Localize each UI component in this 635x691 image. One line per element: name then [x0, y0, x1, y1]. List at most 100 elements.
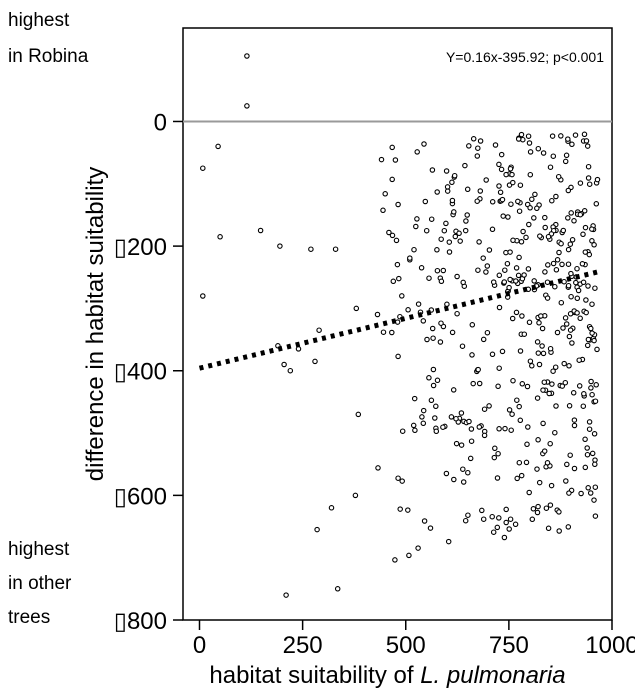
data-point — [440, 267, 447, 274]
data-point — [457, 238, 463, 244]
data-point — [497, 189, 504, 196]
data-point — [474, 198, 480, 204]
data-point — [540, 150, 547, 156]
data-point — [524, 441, 530, 448]
data-point — [553, 267, 560, 273]
top-note-line: highest — [8, 10, 70, 31]
data-point — [586, 426, 593, 432]
data-point — [465, 469, 471, 476]
bottom-note-line: in other — [8, 573, 72, 594]
data-point — [506, 526, 512, 532]
data-point — [568, 270, 574, 277]
data-point — [564, 461, 570, 468]
data-point — [277, 243, 283, 249]
data-point — [566, 490, 572, 496]
data-point — [516, 254, 522, 261]
data-point — [589, 391, 595, 398]
y-tick-label: ▯400 — [114, 359, 167, 386]
data-point — [483, 269, 489, 275]
data-point — [523, 459, 530, 466]
data-point — [545, 525, 552, 532]
x-axis: 0 250 500 750 1000 — [193, 620, 635, 659]
data-point — [507, 516, 514, 522]
data-point — [536, 361, 543, 368]
data-point — [589, 238, 595, 244]
data-point — [496, 304, 503, 311]
data-point — [433, 428, 440, 435]
data-point — [527, 149, 534, 155]
data-point — [567, 452, 573, 458]
y-tick-label: 0 — [154, 109, 167, 136]
data-point — [390, 278, 397, 285]
data-point — [399, 293, 405, 299]
data-point — [520, 228, 526, 235]
data-point — [244, 53, 250, 59]
data-point — [588, 378, 594, 385]
data-point — [283, 592, 289, 598]
data-point — [526, 140, 533, 146]
data-point — [526, 221, 532, 228]
data-point — [563, 478, 569, 484]
data-point — [516, 459, 523, 466]
data-point — [527, 171, 534, 178]
data-point — [558, 240, 564, 247]
data-point — [312, 358, 318, 365]
data-point — [334, 586, 341, 592]
data-point — [462, 517, 469, 524]
data-point — [515, 198, 521, 205]
data-point — [545, 233, 552, 240]
data-point — [556, 249, 562, 256]
data-point — [513, 309, 520, 316]
data-point — [568, 293, 574, 300]
data-point — [501, 534, 508, 541]
data-point — [549, 133, 556, 139]
data-point — [480, 516, 487, 522]
data-point — [565, 187, 572, 194]
data-point — [421, 518, 428, 524]
data-point — [287, 367, 294, 374]
data-point — [563, 321, 570, 327]
data-point — [492, 445, 498, 452]
data-point — [217, 234, 223, 240]
top-note-line: in Robina — [8, 46, 89, 67]
data-point — [397, 506, 403, 512]
data-point — [584, 342, 591, 349]
data-point — [389, 232, 396, 239]
data-point — [574, 310, 580, 316]
data-point — [411, 395, 418, 402]
data-point — [479, 507, 485, 514]
data-point — [393, 237, 400, 244]
data-point — [558, 299, 565, 306]
data-point — [415, 301, 422, 307]
data-point — [507, 249, 513, 255]
data-point — [467, 455, 474, 462]
data-point — [494, 524, 501, 531]
data-point — [550, 260, 557, 267]
data-point — [576, 383, 583, 389]
data-point — [540, 387, 546, 393]
data-point — [517, 417, 524, 424]
data-point — [458, 442, 465, 448]
data-point — [518, 131, 525, 138]
data-point — [508, 201, 514, 207]
data-point — [552, 364, 559, 370]
data-point — [469, 322, 476, 328]
data-point — [554, 257, 561, 263]
data-point — [490, 529, 497, 535]
data-point — [200, 293, 206, 299]
data-point — [450, 387, 457, 393]
data-point — [448, 414, 455, 420]
data-point — [490, 279, 497, 285]
data-point — [452, 233, 459, 240]
data-point — [484, 329, 491, 336]
data-point — [518, 472, 525, 479]
data-point — [510, 377, 516, 384]
data-point — [567, 327, 574, 333]
data-point — [544, 279, 551, 285]
data-point — [466, 418, 472, 425]
data-point — [295, 346, 302, 352]
data-point — [495, 383, 501, 390]
data-point — [561, 278, 567, 285]
data-point — [541, 448, 548, 454]
data-point — [592, 484, 599, 490]
